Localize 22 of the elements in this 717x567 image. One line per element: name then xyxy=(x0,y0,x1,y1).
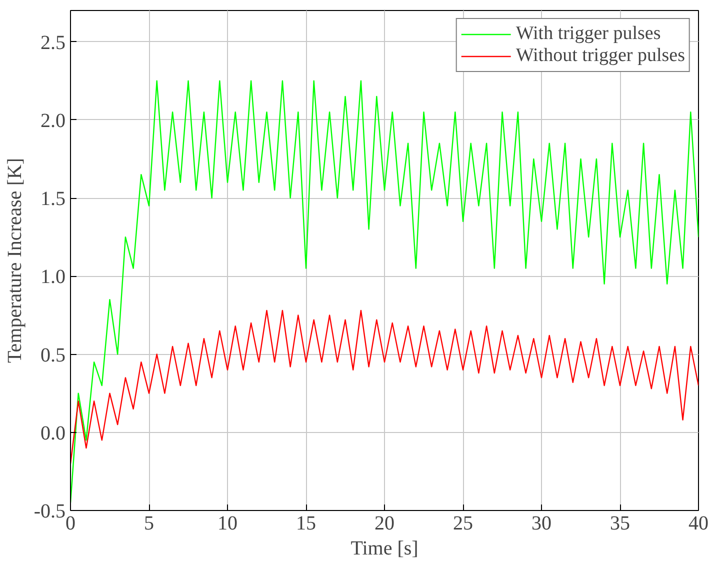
x-tick-label: 40 xyxy=(688,512,708,534)
y-tick-label: 1.0 xyxy=(40,266,66,288)
y-axis-title: Temperature Increase [K] xyxy=(4,158,26,364)
y-tick-label: 1.5 xyxy=(40,188,66,210)
legend-label: With trigger pulses xyxy=(516,23,661,45)
line-series xyxy=(70,80,698,504)
x-tick-label: 5 xyxy=(144,512,154,534)
x-tick-label: 15 xyxy=(296,512,316,534)
y-tick-label: 2.0 xyxy=(40,110,66,132)
x-tick-label: 30 xyxy=(532,512,552,534)
y-tick-label: 0.5 xyxy=(40,344,66,366)
line-series xyxy=(70,310,698,464)
x-tick-label: 25 xyxy=(453,512,473,534)
x-tick-label: 20 xyxy=(374,512,394,534)
x-axis-title: Time [s] xyxy=(350,538,418,560)
y-tick-label: -0.5 xyxy=(34,500,66,522)
y-tick-label: 2.5 xyxy=(40,32,66,54)
x-tick-label: 35 xyxy=(610,512,630,534)
x-tick-label: 0 xyxy=(66,512,76,534)
y-tick-label: 0.0 xyxy=(40,422,66,444)
legend-label: Without trigger pulses xyxy=(516,45,685,67)
x-tick-label: 10 xyxy=(218,512,238,534)
